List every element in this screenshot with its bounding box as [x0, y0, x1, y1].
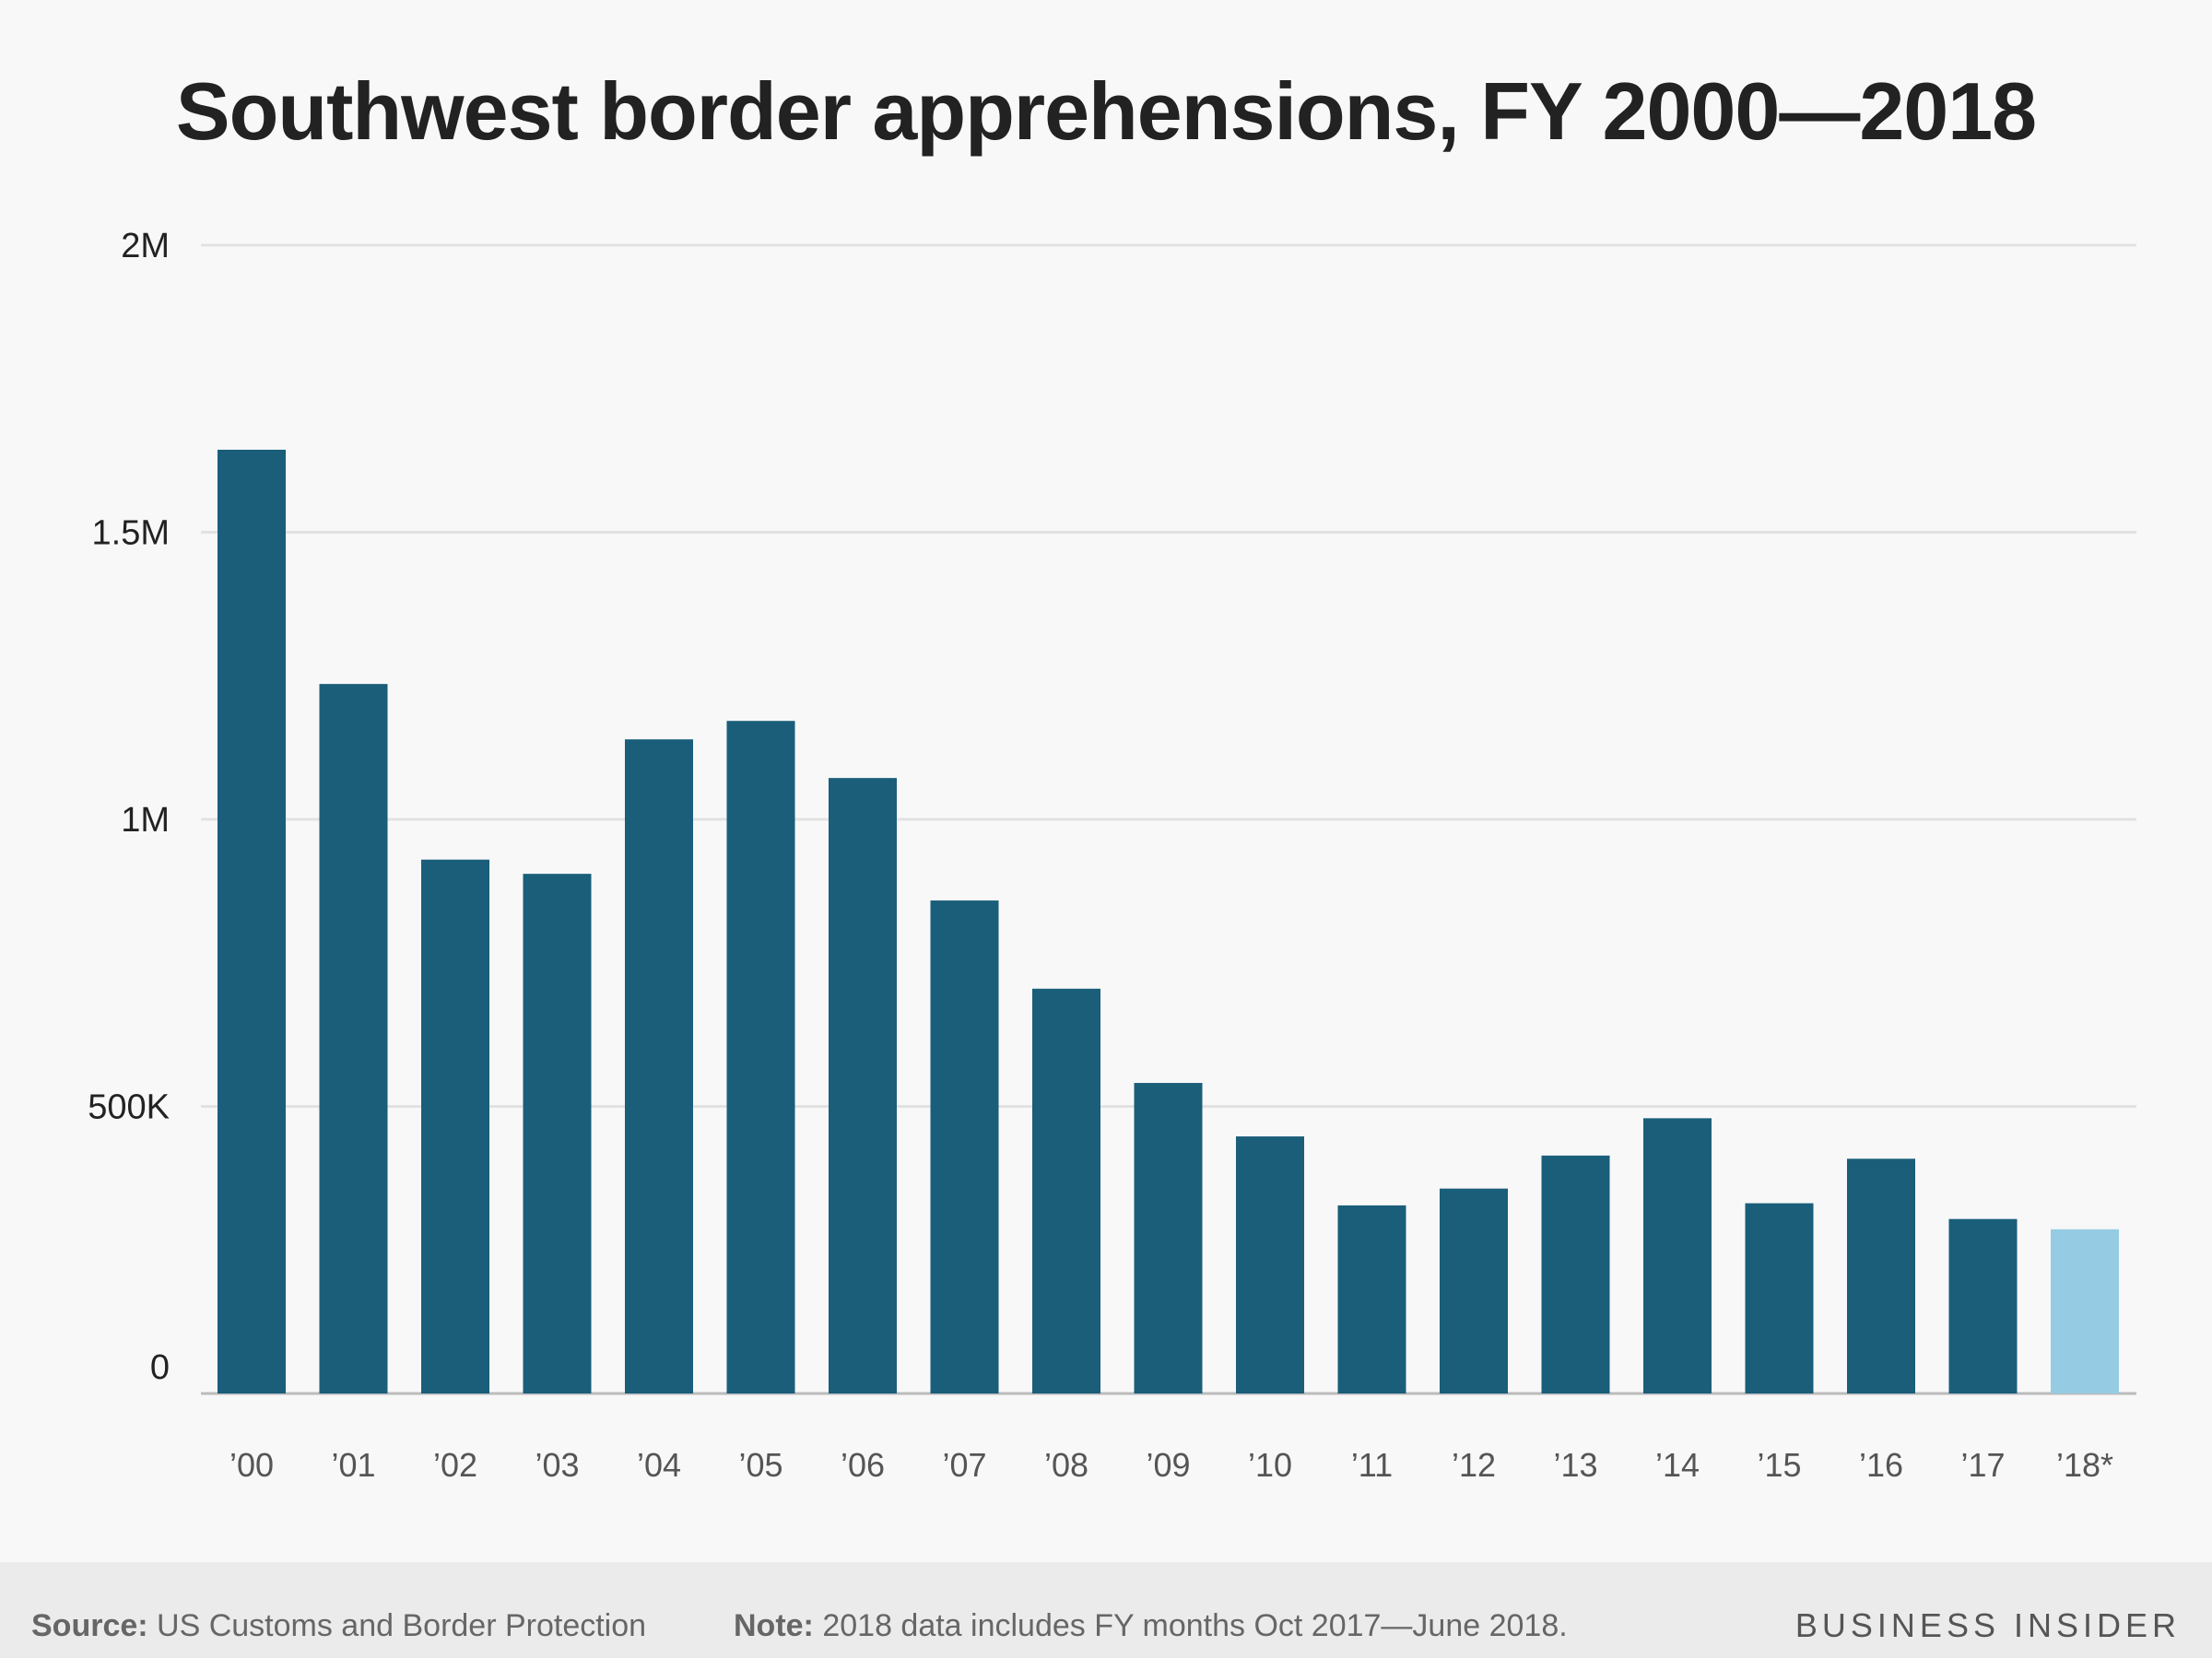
source-credit: Source: US Customs and Border Protection [31, 1608, 646, 1644]
note-text: 2018 data includes FY months Oct 2017—Ju… [813, 1608, 1568, 1643]
bar-09 [1134, 1083, 1203, 1393]
chart-title: Southwest border apprehensions, FY 2000—… [175, 65, 2037, 157]
bar-06 [829, 778, 897, 1393]
y-tick-label: 500K [88, 1088, 170, 1127]
bar-18 [2051, 1229, 2119, 1393]
bar-03 [523, 874, 592, 1393]
y-tick-label: 2M [121, 227, 170, 265]
bar-08 [1032, 988, 1100, 1393]
bar-04 [625, 739, 693, 1393]
x-tick-label: ’00 [229, 1446, 274, 1484]
x-tick-label: ’07 [942, 1446, 986, 1484]
x-tick-label: ’11 [1351, 1446, 1393, 1484]
y-tick-label: 0 [150, 1348, 170, 1387]
bar-10 [1236, 1136, 1304, 1393]
bar-11 [1337, 1205, 1406, 1393]
x-tick-label: ’09 [1146, 1446, 1190, 1484]
bar-13 [1541, 1155, 1610, 1393]
bar-12 [1440, 1188, 1508, 1393]
brand-logo: BUSINESS INSIDER [1794, 1606, 2181, 1644]
x-tick-label: ’18* [2056, 1446, 2113, 1484]
x-tick-label: ’06 [841, 1446, 885, 1484]
bars [218, 449, 2119, 1393]
x-tick-label: ’14 [1655, 1446, 1700, 1484]
bar-01 [319, 684, 388, 1393]
x-tick-label: ’08 [1044, 1446, 1088, 1484]
x-tick-label: ’04 [637, 1446, 681, 1484]
bar-17 [1948, 1218, 2018, 1393]
bar-16 [1847, 1158, 1915, 1393]
source-text: US Customs and Border Protection [147, 1608, 647, 1643]
x-tick-label: ’02 [433, 1446, 477, 1484]
footer: Source: US Customs and Border Protection… [0, 1562, 2212, 1658]
y-axis-ticks: 0 500K 1M 1.5M 2M [88, 227, 170, 1387]
y-tick-label: 1M [121, 801, 170, 840]
x-tick-label: ’13 [1553, 1446, 1597, 1484]
x-tick-label: ’10 [1248, 1446, 1292, 1484]
data-note: Note: 2018 data includes FY months Oct 2… [734, 1608, 1568, 1644]
x-tick-label: ’12 [1452, 1446, 1496, 1484]
x-tick-label: ’01 [331, 1446, 375, 1484]
x-axis-ticks: ’00 ’01 ’02 ’03 ’04 ’05 ’06 ’07 ’08 ’09 ’10 ’11 ’12 ’… [229, 1446, 2113, 1484]
bar-15 [1745, 1203, 1814, 1393]
x-tick-label: ’05 [738, 1446, 782, 1484]
source-label: Source: [31, 1608, 148, 1643]
x-tick-label: ’15 [1757, 1446, 1801, 1484]
bar-05 [726, 721, 795, 1393]
x-tick-label: ’16 [1859, 1446, 1903, 1484]
x-tick-label: ’03 [535, 1446, 579, 1484]
note-label: Note: [734, 1608, 814, 1643]
y-tick-label: 1.5M [92, 514, 170, 553]
bar-14 [1643, 1118, 1712, 1393]
bar-02 [421, 859, 489, 1393]
bar-00 [218, 449, 286, 1393]
bar-07 [930, 900, 999, 1393]
x-tick-label: ’17 [1960, 1446, 2005, 1484]
